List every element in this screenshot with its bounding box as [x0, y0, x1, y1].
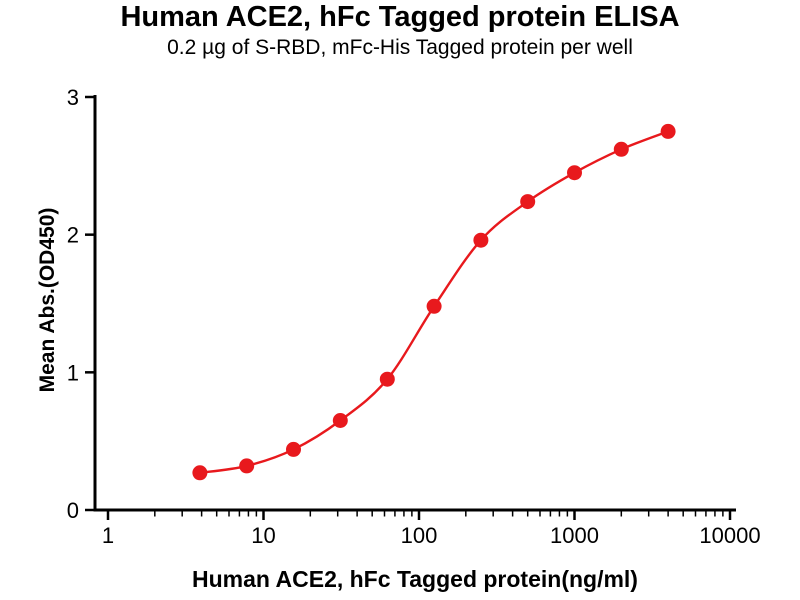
- data-point: [613, 141, 629, 157]
- data-point: [426, 298, 442, 314]
- data-point: [660, 123, 676, 139]
- data-point: [286, 441, 301, 457]
- y-tick-label: 1: [67, 360, 79, 385]
- x-tick-label: 100: [401, 523, 438, 548]
- x-axis-title: Human ACE2, hFc Tagged protein(ng/ml): [192, 566, 638, 592]
- y-axis-title: Mean Abs.(OD450): [36, 207, 59, 393]
- y-tick-label: 0: [67, 498, 79, 523]
- data-point: [379, 371, 395, 387]
- x-tick-label: 1: [102, 523, 114, 548]
- chart-title: Human ACE2, hFc Tagged protein ELISA: [120, 1, 680, 33]
- y-tick-label: 3: [67, 85, 79, 110]
- chart-subtitle: 0.2 µg of S-RBD, mFc-His Tagged protein …: [167, 36, 633, 59]
- data-point: [473, 232, 489, 248]
- data-point: [567, 165, 582, 181]
- y-tick-label: 2: [67, 223, 79, 248]
- data-point: [239, 458, 255, 474]
- data-point: [520, 194, 536, 210]
- x-tick-label: 10: [251, 523, 275, 548]
- data-point: [192, 465, 208, 481]
- x-tick-label: 10000: [699, 523, 760, 548]
- data-point: [332, 413, 348, 428]
- x-tick-label: 1000: [550, 523, 599, 548]
